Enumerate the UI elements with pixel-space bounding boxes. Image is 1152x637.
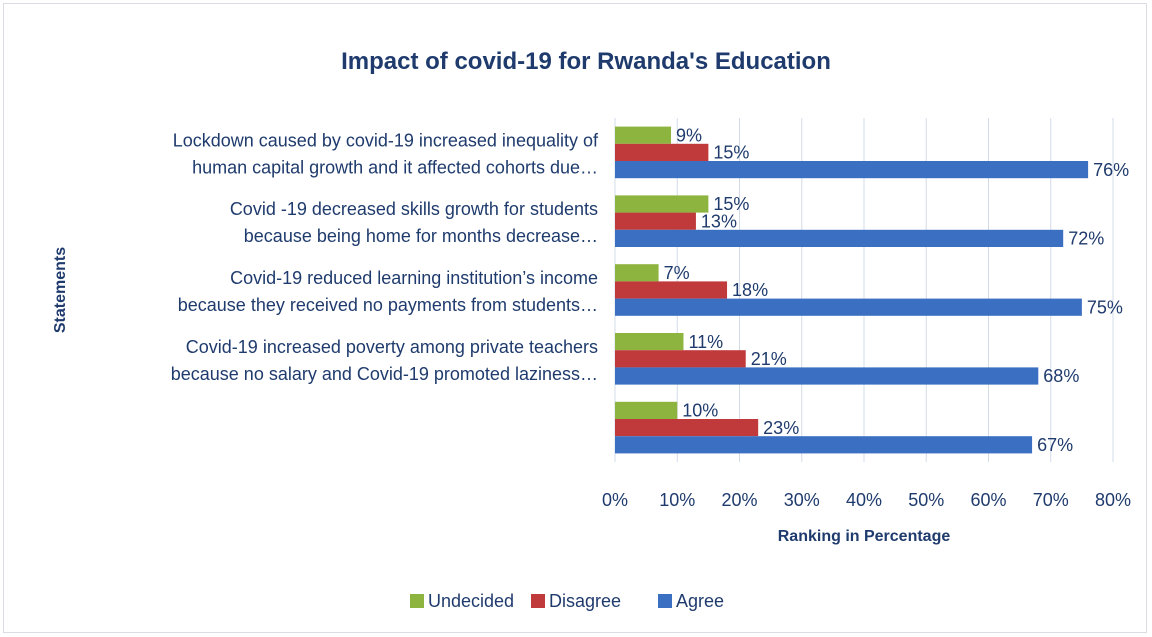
- x-axis-title: Ranking in Percentage: [778, 528, 951, 545]
- data-label: 7%: [664, 263, 690, 283]
- chart-svg: Impact of covid-19 for Rwanda's Educatio…: [52, 48, 1131, 611]
- bar-agree: [615, 161, 1089, 179]
- data-label: 68%: [1043, 366, 1079, 386]
- data-label: 21%: [751, 349, 787, 369]
- category-labels: Lockdown caused by covid-19 increased in…: [171, 130, 599, 383]
- x-tick-label: 80%: [1095, 490, 1131, 510]
- y-axis-title: Statements: [52, 247, 69, 333]
- bar-agree: [615, 298, 1082, 316]
- bar-undecided: [615, 264, 659, 282]
- x-tick-label: 10%: [659, 490, 695, 510]
- bar-undecided: [615, 401, 678, 419]
- category-label: human capital growth and it affected coh…: [192, 157, 598, 177]
- data-label: 11%: [688, 332, 723, 352]
- data-label: 10%: [682, 401, 718, 421]
- legend-label-disagree: Disagree: [549, 591, 621, 611]
- x-tick-labels: 0% 10% 20% 30% 40% 50% 60% 70% 80%: [602, 490, 1131, 510]
- legend-swatch-undecided: [410, 594, 424, 608]
- category-label: because no salary and Covid-19 promoted …: [171, 364, 598, 384]
- legend: Undecided Disagree Agree: [410, 591, 724, 611]
- x-tick-label: 50%: [908, 490, 944, 510]
- data-label: 9%: [676, 125, 702, 145]
- data-label: 13%: [701, 211, 737, 231]
- bar-disagree: [615, 212, 696, 230]
- category-label: because they received no payments from s…: [178, 295, 598, 315]
- category-label: Covid-19 increased poverty among private…: [186, 337, 598, 357]
- bar-agree: [615, 367, 1039, 385]
- category-label: Covid-19 reduced learning institution’s …: [230, 268, 598, 288]
- data-label: 15%: [713, 143, 749, 163]
- bar-agree: [615, 229, 1064, 247]
- chart-title: Impact of covid-19 for Rwanda's Educatio…: [341, 48, 831, 75]
- legend-label-agree: Agree: [676, 591, 724, 611]
- data-label: 72%: [1068, 229, 1104, 249]
- data-labels: 9%15%76%15%13%72%7%18%75%11%21%68%10%23%…: [664, 125, 1130, 455]
- x-tick-label: 60%: [970, 490, 1006, 510]
- x-tick-label: 30%: [784, 490, 820, 510]
- bar-undecided: [615, 333, 684, 351]
- x-tick-label: 70%: [1033, 490, 1069, 510]
- x-tick-label: 0%: [602, 490, 628, 510]
- data-label: 67%: [1037, 435, 1073, 455]
- x-tick-label: 20%: [721, 490, 757, 510]
- legend-swatch-disagree: [531, 594, 545, 608]
- data-label: 15%: [713, 194, 749, 214]
- chart-frame: Impact of covid-19 for Rwanda's Educatio…: [3, 3, 1147, 633]
- legend-label-undecided: Undecided: [428, 591, 514, 611]
- bar-disagree: [615, 419, 759, 437]
- bar-disagree: [615, 350, 746, 368]
- bar-disagree: [615, 281, 728, 299]
- bar-agree: [615, 436, 1033, 454]
- x-tick-label: 40%: [846, 490, 882, 510]
- legend-swatch-agree: [658, 594, 672, 608]
- bar-disagree: [615, 143, 709, 161]
- bar-undecided: [615, 126, 672, 144]
- category-label: because being home for months decrease…: [244, 226, 598, 246]
- data-label: 18%: [732, 280, 768, 300]
- category-label: Lockdown caused by covid-19 increased in…: [173, 130, 599, 150]
- bar-undecided: [615, 195, 709, 213]
- data-label: 75%: [1087, 297, 1123, 317]
- data-label: 76%: [1093, 160, 1129, 180]
- bars: [615, 126, 1089, 454]
- data-label: 23%: [763, 418, 799, 438]
- category-label: Covid -19 decreased skills growth for st…: [230, 199, 598, 219]
